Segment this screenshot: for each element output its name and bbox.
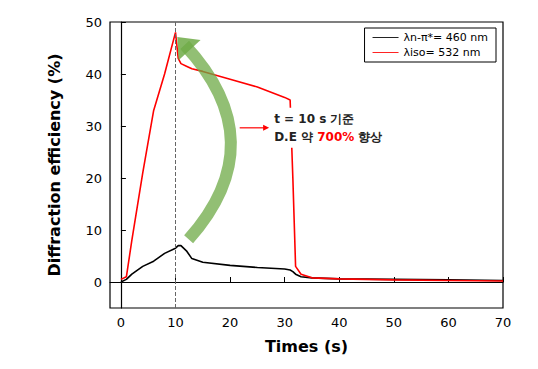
- svg-text:t = 10 s 기준: t = 10 s 기준: [274, 112, 354, 126]
- svg-text:40: 40: [331, 315, 348, 330]
- svg-text:700%: 700%: [317, 130, 354, 144]
- svg-text:0: 0: [117, 315, 125, 330]
- svg-text:70: 70: [495, 315, 512, 330]
- svg-text:50: 50: [85, 15, 102, 30]
- svg-text:λiso= 532 nm: λiso= 532 nm: [404, 46, 481, 59]
- svg-text:30: 30: [276, 315, 293, 330]
- svg-text:40: 40: [85, 67, 102, 82]
- svg-text:향상: 향상: [354, 130, 382, 144]
- svg-text:20: 20: [222, 315, 239, 330]
- svg-text:λn-π*= 460 nm: λn-π*= 460 nm: [404, 31, 488, 44]
- svg-text:D.E 약: D.E 약: [274, 130, 317, 144]
- svg-text:50: 50: [386, 315, 403, 330]
- svg-text:Diffraction efficiency (%): Diffraction efficiency (%): [45, 53, 64, 276]
- svg-text:10: 10: [167, 315, 184, 330]
- svg-text:0: 0: [94, 275, 102, 290]
- svg-text:Times (s): Times (s): [265, 337, 348, 356]
- svg-text:10: 10: [85, 223, 102, 238]
- svg-text:20: 20: [85, 171, 102, 186]
- svg-text:30: 30: [85, 119, 102, 134]
- svg-text:60: 60: [440, 315, 457, 330]
